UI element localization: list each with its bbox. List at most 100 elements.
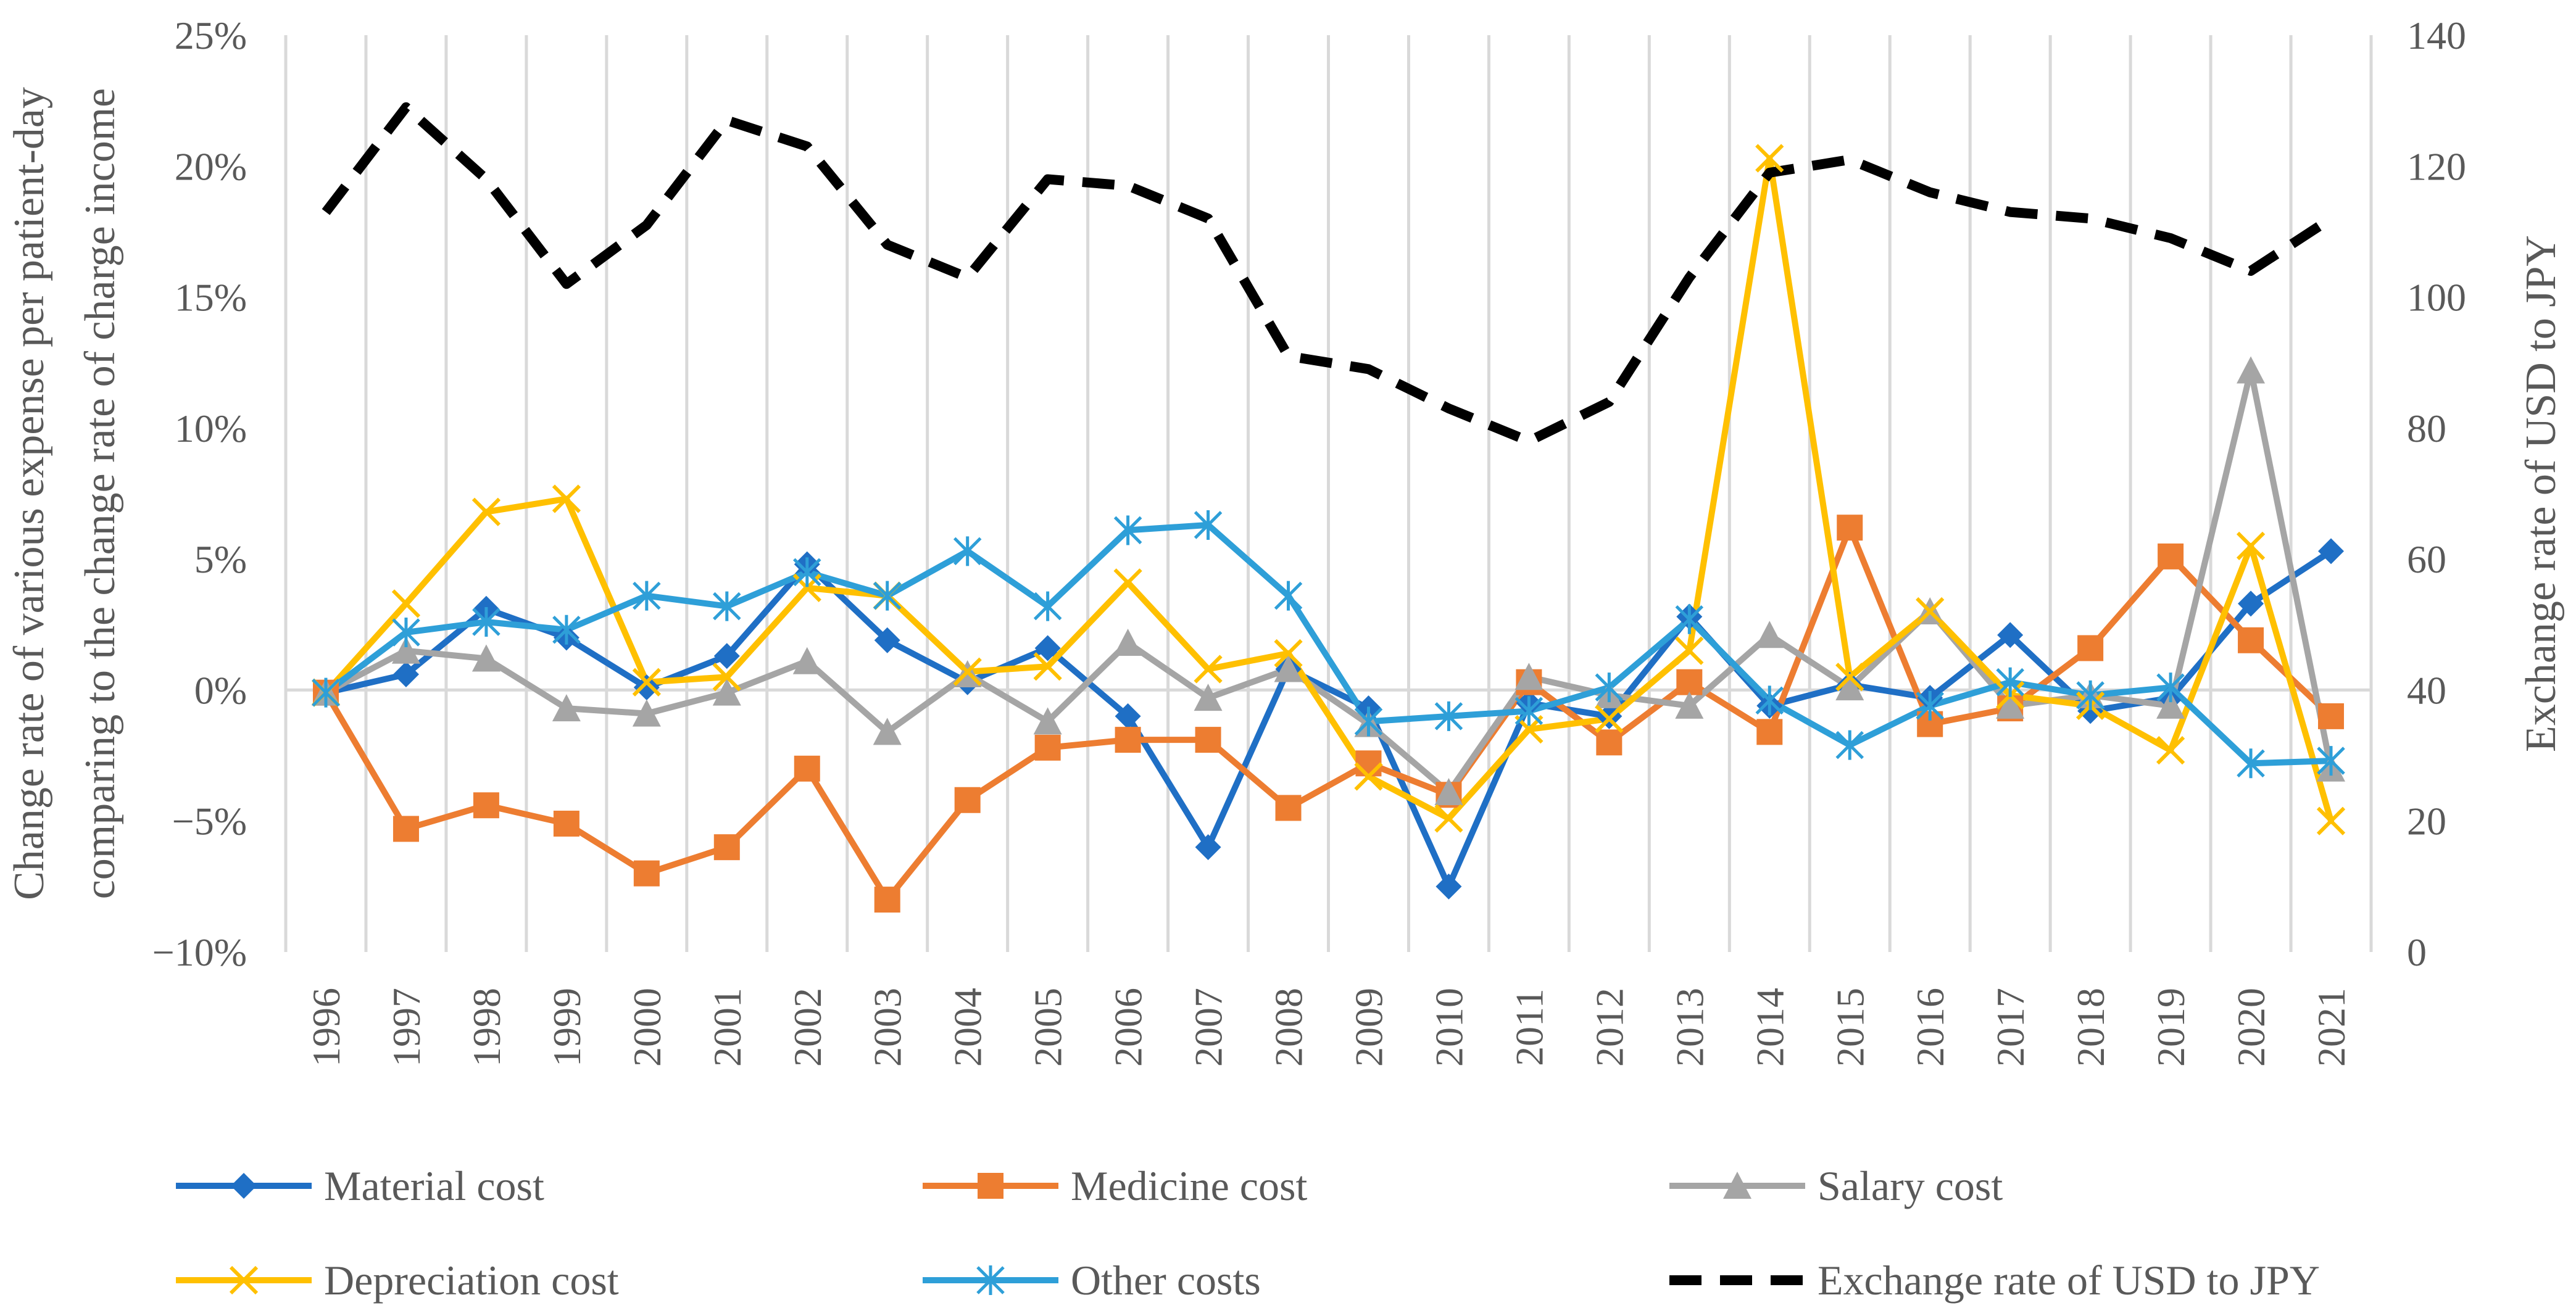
data-point-other-costs: [1274, 581, 1303, 611]
legend-label: Salary cost: [1818, 1162, 2003, 1209]
data-point-salary-cost: [1274, 655, 1303, 682]
x-tick-label: 2013: [1668, 988, 1711, 1067]
data-point-other-costs: [792, 557, 821, 587]
data-point-depreciation-cost: [712, 663, 741, 692]
data-point-salary-cost: [1675, 691, 1704, 719]
x-tick-label: 2010: [1427, 988, 1471, 1067]
x-tick-label: 2001: [705, 988, 749, 1067]
right-tick-label: 100: [2407, 276, 2466, 320]
data-point-other-costs: [1514, 696, 1544, 726]
marker-stroke: [712, 663, 741, 692]
data-point-depreciation-cost: [1434, 804, 1463, 833]
legend-label: Exchange rate of USD to JPY: [1818, 1257, 2320, 1304]
marker-stroke: [391, 589, 421, 618]
marker-stroke: [1274, 639, 1303, 668]
data-point-salary-cost: [2156, 691, 2185, 719]
marker-stroke: [1113, 568, 1142, 597]
left-tick-label: −5%: [172, 800, 247, 843]
data-point-other-costs: [2076, 680, 2104, 710]
x-tick-label: 2009: [1347, 988, 1390, 1067]
x-tick-label: 2012: [1587, 988, 1631, 1067]
x-tick-label: 2014: [1748, 988, 1792, 1067]
data-point-other-costs: [1434, 701, 1463, 731]
data-point-salary-cost: [712, 678, 741, 706]
x-tick-label: 2005: [1026, 988, 1070, 1067]
data-point-salary-cost: [552, 694, 581, 722]
left-tick-label: 15%: [175, 276, 247, 320]
axis-titles: Change rate of various expense per patie…: [6, 87, 2565, 900]
data-point-other-costs: [312, 677, 340, 708]
data-point-other-costs: [633, 581, 661, 611]
data-point-depreciation-cost: [2316, 806, 2346, 835]
data-point-salary-cost: [1113, 629, 1142, 656]
data-point-other-costs: [2237, 748, 2265, 779]
data-point-medicine-cost: [1275, 795, 1302, 821]
x-tick-label: 1996: [304, 988, 348, 1067]
data-point-salary-cost: [391, 636, 420, 664]
data-point-other-costs: [1675, 604, 1704, 634]
tick-labels: 25% 20% 15% 10% 5% 0% −5% −10% 140 120 100 80 60 40 20…: [152, 14, 2466, 1067]
data-point-other-costs: [552, 615, 581, 645]
series-line-salary-cost: [323, 367, 2334, 795]
right-tick-label: 60: [2407, 537, 2446, 581]
data-point-medicine-cost: [1837, 515, 1863, 541]
data-point-other-costs: [1755, 685, 1784, 716]
left-axis-title-line2: comparing to the change rate of charge i…: [77, 88, 124, 900]
data-point-depreciation-cost: [1354, 762, 1383, 791]
marker-layer: [311, 144, 2346, 913]
data-point-other-costs: [1194, 510, 1223, 540]
marker-stroke: [1595, 705, 1624, 734]
x-tick-label: 2018: [2069, 988, 2113, 1067]
data-point-medicine-cost: [1195, 727, 1221, 753]
legend-item: Material cost: [176, 1162, 544, 1209]
data-point-other-costs: [2317, 746, 2345, 776]
data-point-material-cost: [1115, 703, 1141, 729]
x-tick-label: 1998: [465, 988, 509, 1067]
right-tick-label: 140: [2407, 14, 2466, 57]
data-point-other-costs: [2156, 672, 2185, 703]
data-point-material-cost: [2318, 538, 2345, 565]
data-point-other-costs: [953, 536, 982, 566]
marker-stroke: [1354, 762, 1383, 791]
data-point-medicine-cost: [2077, 635, 2104, 661]
data-point-depreciation-cost: [953, 657, 982, 686]
left-tick-label: 20%: [175, 144, 247, 188]
data-point-medicine-cost: [633, 860, 660, 887]
data-point-depreciation-cost: [1916, 597, 1945, 626]
x-tick-label: 2007: [1187, 988, 1231, 1067]
data-point-other-costs: [472, 607, 501, 637]
data-point-depreciation-cost: [1194, 655, 1223, 684]
legend-marker: [1723, 1172, 1751, 1199]
marker-stroke: [2156, 735, 2185, 765]
data-point-salary-cost: [2237, 356, 2266, 384]
data-point-other-costs: [1835, 730, 1864, 760]
x-tick-label: 2017: [1988, 988, 2032, 1067]
x-tick-label: 2021: [2309, 988, 2353, 1067]
data-point-salary-cost: [472, 644, 501, 672]
data-point-material-cost: [1034, 635, 1061, 661]
marker-stroke: [1755, 144, 1784, 173]
x-tick-label: 1997: [384, 988, 428, 1067]
data-point-salary-cost: [792, 647, 821, 674]
marker-stroke: [472, 497, 501, 526]
data-point-depreciation-cost: [552, 484, 581, 513]
marker-stroke: [953, 657, 982, 686]
data-point-medicine-cost: [1596, 729, 1622, 756]
x-tick-label: 2020: [2229, 988, 2273, 1067]
data-point-depreciation-cost: [1033, 652, 1062, 681]
data-point-other-costs: [1354, 706, 1383, 737]
data-point-medicine-cost: [713, 834, 740, 861]
data-point-other-costs: [1996, 667, 2024, 697]
data-point-salary-cost: [1835, 673, 1864, 701]
legend-marker: [231, 1173, 257, 1199]
data-point-depreciation-cost: [2156, 735, 2185, 765]
legend-item: Depreciation cost: [176, 1257, 619, 1304]
data-point-medicine-cost: [473, 792, 499, 819]
legend-marker: [978, 1173, 1003, 1199]
left-tick-label: 0%: [194, 668, 247, 712]
x-tick-label: 2003: [866, 988, 910, 1067]
data-point-other-costs: [1033, 591, 1062, 621]
marker-stroke: [1434, 804, 1463, 833]
x-tick-label: 2006: [1107, 988, 1150, 1067]
